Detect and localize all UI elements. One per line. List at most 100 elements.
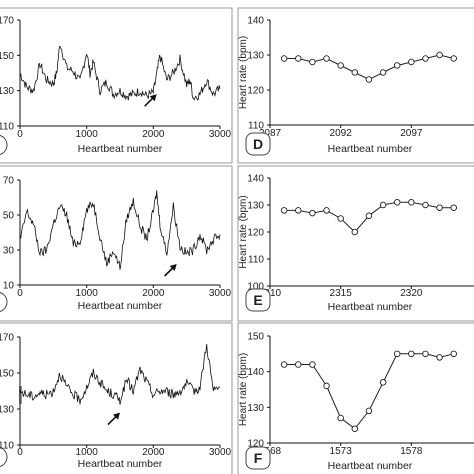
data-point-e xyxy=(422,201,429,209)
panel-label-circle-c xyxy=(0,446,8,468)
x-tick-label-a: 2000 xyxy=(142,129,165,140)
data-point-e xyxy=(436,204,443,211)
x-axis-title-e: Heartbeat number xyxy=(328,301,413,313)
y-tick-label-d: 120 xyxy=(247,86,264,97)
x-tick-label-e: 2315 xyxy=(330,288,353,299)
y-tick-label-f: 130 xyxy=(247,403,264,414)
y-tick-label-e: 120 xyxy=(247,228,264,239)
data-point-d xyxy=(436,51,443,59)
y-tick-label-d: 130 xyxy=(247,51,264,62)
panel-e: 100 110 120 130 140 2310 2315 2320 Heartbeat num… xyxy=(238,174,474,313)
x-tick-label-f: 1568 xyxy=(259,446,282,457)
data-point-d xyxy=(309,58,316,66)
panel-a: 110 130 150 170 0 1000 2000 3000 Heartbeat numbe… xyxy=(0,16,232,156)
x-axis-title-b: Heartbeat number xyxy=(78,300,163,312)
y-tick-label-e: 100 xyxy=(247,282,264,293)
x-tick-label-b: 1000 xyxy=(76,288,99,299)
panel-letter-box-f xyxy=(245,446,271,470)
x-axis-title-d: Heartbeat number xyxy=(328,143,413,155)
data-point-d xyxy=(422,55,429,62)
panel-b: 10 30 50 70 0 1000 2000 3000 Heartbeat number xyxy=(3,176,232,313)
y-tick-label-c: 130 xyxy=(0,405,14,416)
panel-label-circle-a xyxy=(0,134,8,156)
y-axis-title-e: Heart rate (bpm) xyxy=(238,195,249,268)
data-point-d xyxy=(450,55,457,62)
y-tick-label-d: 140 xyxy=(247,16,264,27)
data-point-f xyxy=(393,350,401,358)
data-point-e xyxy=(280,207,288,214)
data-point-d xyxy=(351,69,359,76)
x-tick-label-d: 2092 xyxy=(330,128,353,139)
x-tick-label-c: 2000 xyxy=(142,447,165,458)
y-tick-label-a: 150 xyxy=(0,51,14,62)
panel-frame-e xyxy=(237,165,474,322)
data-point-f xyxy=(365,407,373,415)
data-point-d xyxy=(408,58,415,66)
data-point-f xyxy=(351,425,359,432)
x-tick-label-d: 2087 xyxy=(259,128,282,139)
y-tick-label-f: 150 xyxy=(247,332,264,343)
y-tick-label-e: 110 xyxy=(248,255,264,266)
data-point-e xyxy=(295,207,302,214)
data-point-d xyxy=(295,55,302,62)
y-tick-label-a: 130 xyxy=(0,86,14,97)
panel-letter-d: D xyxy=(253,136,263,152)
data-point-f xyxy=(408,350,415,358)
y-tick-label-a: 170 xyxy=(0,16,14,27)
data-point-e xyxy=(323,207,330,214)
y-tick-label-c: 110 xyxy=(0,441,14,452)
data-point-d xyxy=(280,55,288,62)
event-arrow-head-b xyxy=(169,264,177,271)
data-point-d xyxy=(393,62,401,69)
panel-label-circle-b xyxy=(0,291,8,313)
y-axis-title-f: Heart rate (bpm) xyxy=(238,353,249,426)
x-tick-label-f: 1578 xyxy=(400,446,423,457)
x-tick-label-d: 2097 xyxy=(400,128,423,139)
x-tick-label-a: 0 xyxy=(17,129,23,140)
data-point-e xyxy=(450,204,457,211)
panel-f: 120 130 140 150 1568 1573 1578 Heartbeat number… xyxy=(238,332,474,472)
data-point-e xyxy=(408,199,415,206)
x-tick-label-c: 0 xyxy=(17,447,23,458)
y-tick-label-e: 140 xyxy=(247,174,264,185)
data-point-f xyxy=(422,350,429,358)
x-tick-label-e: 2310 xyxy=(259,288,282,299)
y-tick-label-b: 70 xyxy=(3,176,15,187)
panel-letter-f: F xyxy=(254,450,263,466)
panel-letter-box-e xyxy=(245,288,271,312)
data-point-f xyxy=(295,361,302,368)
data-point-d xyxy=(379,69,387,76)
x-tick-label-f: 1573 xyxy=(330,446,353,457)
panel-frame-d xyxy=(237,7,474,164)
x-axis-title-f: Heartbeat number xyxy=(328,460,413,472)
y-tick-label-b: 10 xyxy=(3,281,15,292)
data-point-e xyxy=(379,201,387,209)
panel-c: 110 130 150 170 0 1000 2000 3000 Heartbeat numbe… xyxy=(0,333,232,471)
panel-frame-f xyxy=(237,322,474,474)
data-point-e xyxy=(351,228,359,236)
panel-frame-b xyxy=(0,165,233,322)
data-point-e xyxy=(365,212,373,220)
heart-rate-trace-a xyxy=(19,45,221,101)
y-tick-label-c: 150 xyxy=(0,369,14,380)
y-axis-title-d: Heart rate (bpm) xyxy=(238,36,249,109)
y-tick-label-d: 110 xyxy=(248,121,264,132)
panel-letter-box-d xyxy=(245,132,271,156)
x-tick-label-c: 3000 xyxy=(209,447,232,458)
event-arrow-head-a xyxy=(149,94,157,102)
panel-frame-c xyxy=(0,322,233,474)
heart-rate-trace-b xyxy=(19,190,221,270)
panel-frame-a xyxy=(0,7,233,164)
x-tick-label-b: 3000 xyxy=(209,288,232,299)
data-point-e xyxy=(309,209,316,217)
data-point-f xyxy=(450,350,457,358)
event-arrow-head-c xyxy=(113,412,120,420)
heart-rate-trace-c xyxy=(19,344,221,405)
data-point-e xyxy=(337,215,344,222)
x-tick-label-a: 3000 xyxy=(209,129,232,140)
data-point-d xyxy=(365,76,373,83)
data-point-f xyxy=(436,354,443,361)
data-point-f xyxy=(309,361,316,368)
